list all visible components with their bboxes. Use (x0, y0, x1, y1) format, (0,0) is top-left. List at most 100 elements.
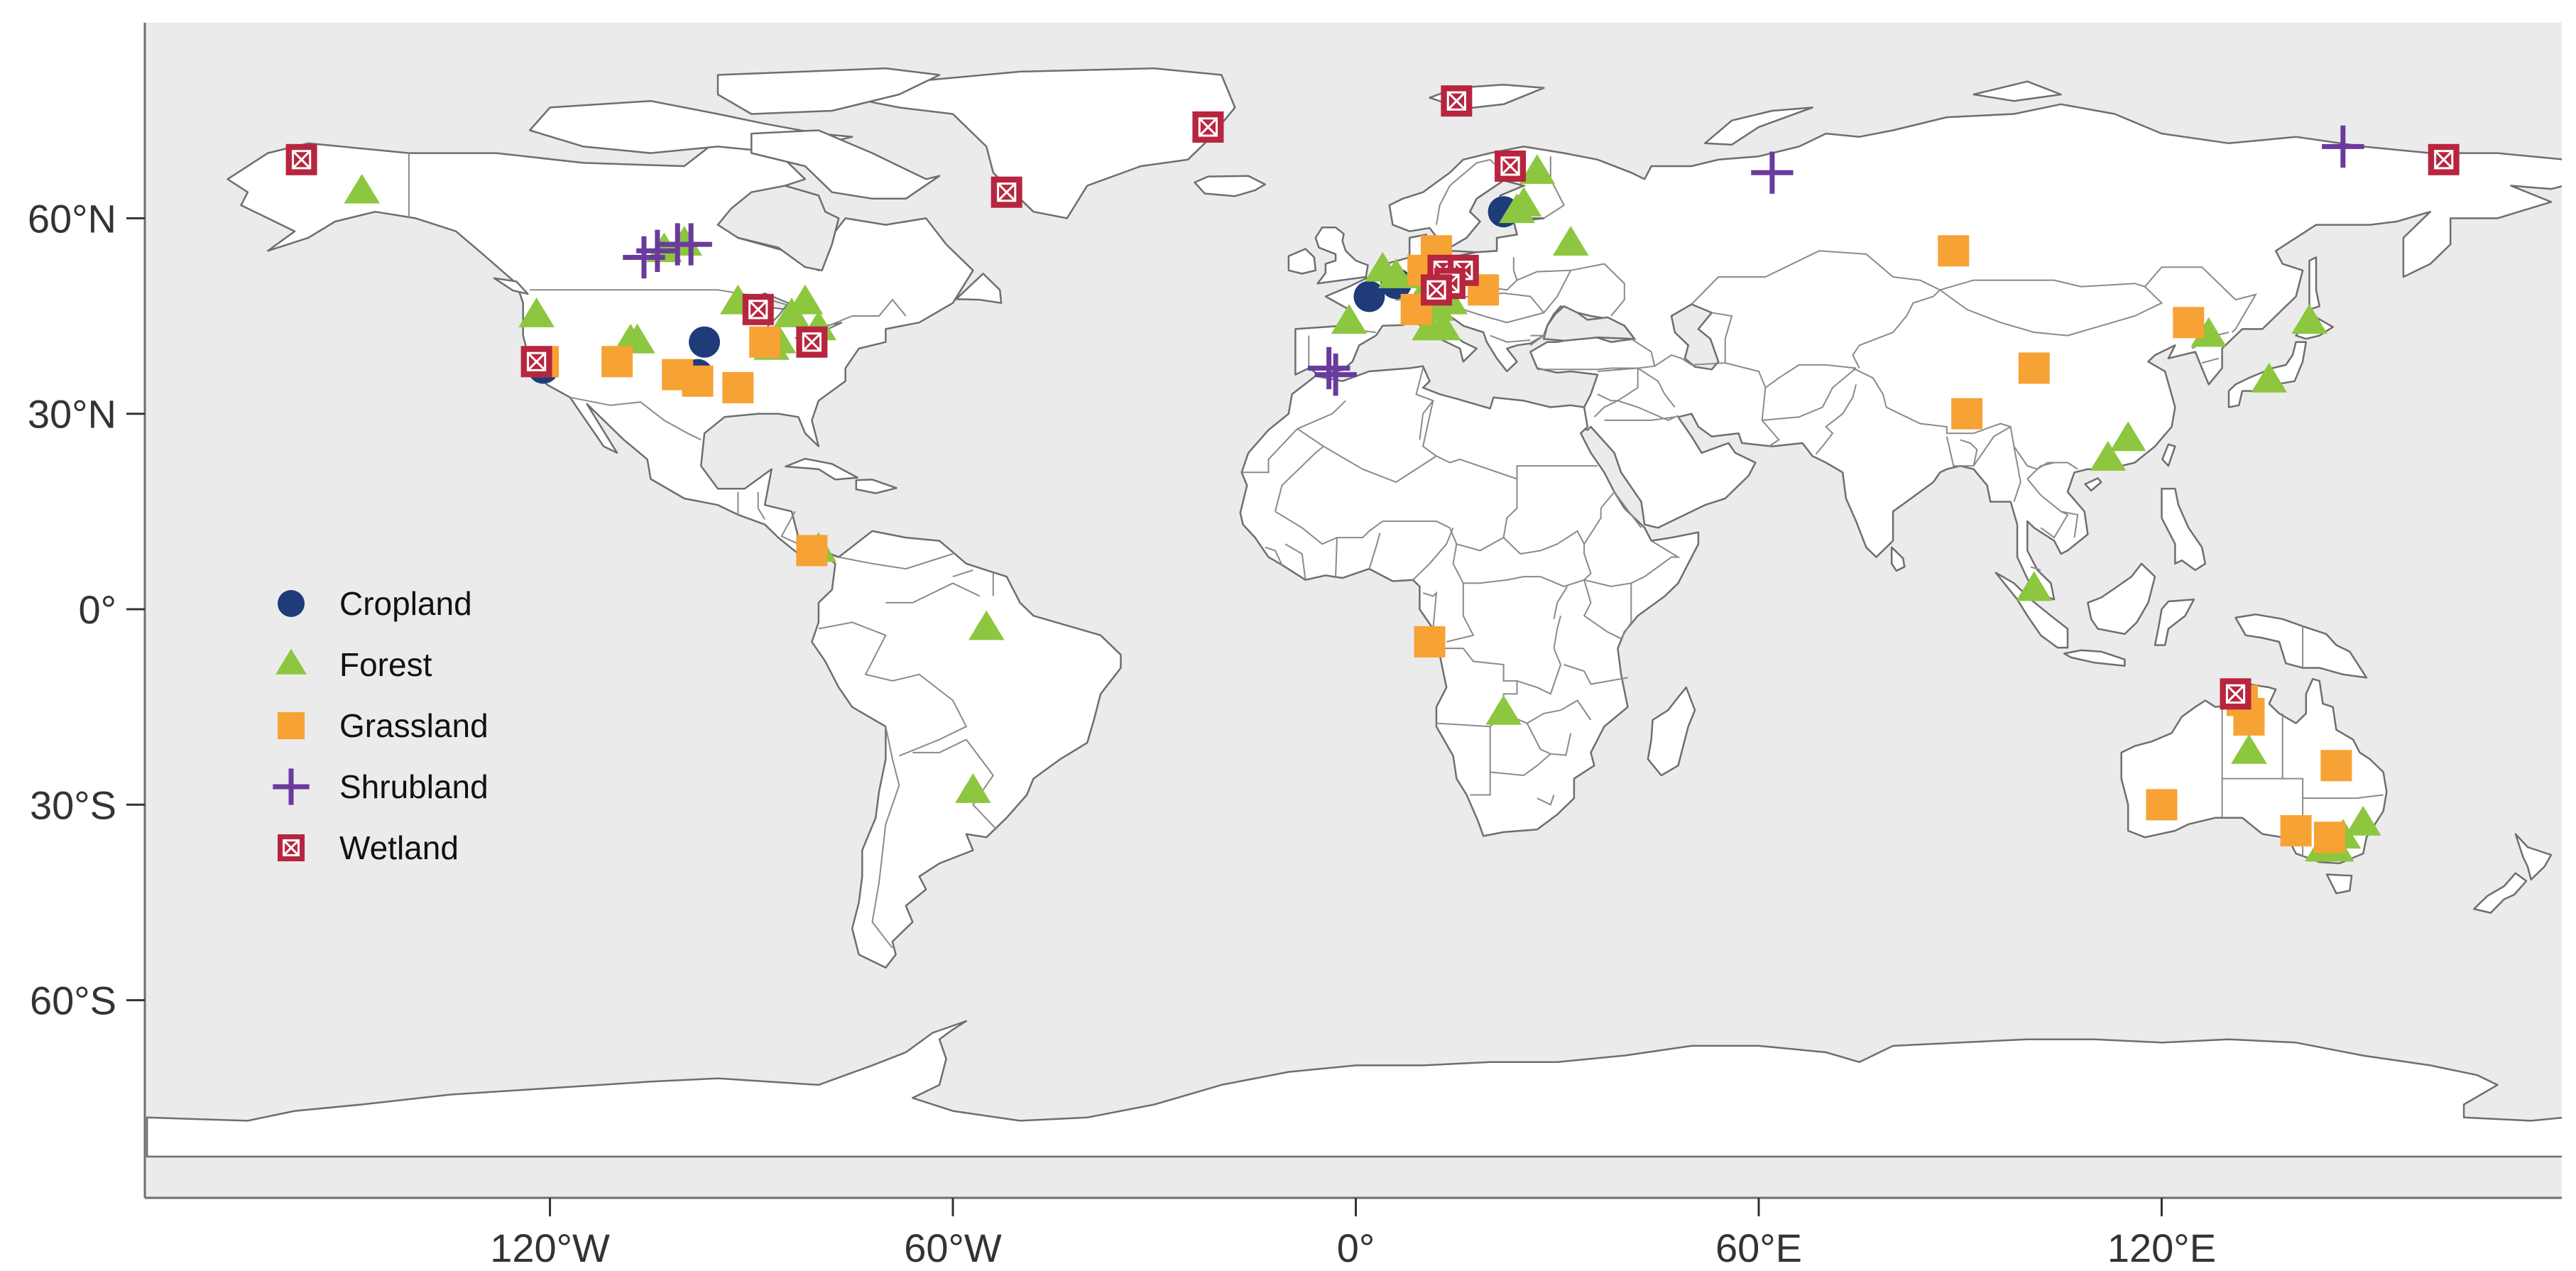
forest-marker (1505, 187, 1542, 217)
country-border (1368, 533, 1381, 569)
country-border (2030, 566, 2041, 571)
novaya-zemlya-landmass (1704, 107, 1813, 146)
vancouver-landmass (493, 277, 529, 295)
y-tick-label: 60°N (28, 196, 116, 241)
forest-marker (1485, 694, 1522, 725)
x-tick-label: 0° (1337, 1226, 1375, 1270)
grassland-marker (796, 535, 828, 567)
sakhalin-landmass (2308, 256, 2320, 311)
country-border (1422, 591, 1438, 629)
grassland-marker (682, 365, 714, 397)
legend-label-grassland: Grassland (339, 707, 489, 744)
x-tick-label: 120°E (2107, 1226, 2216, 1270)
country-border (2061, 511, 2079, 538)
country-border (1600, 491, 1642, 528)
black-sea (1542, 305, 1637, 342)
forest-marker (787, 284, 824, 315)
grassland-marker (1938, 235, 1970, 267)
land-layer (146, 67, 2562, 1158)
country-border (757, 491, 766, 520)
shrubland-marker (2322, 125, 2364, 168)
forest-marker (275, 648, 307, 675)
forest-marker (619, 323, 655, 354)
country-border (1241, 400, 1346, 474)
forest-marker (955, 773, 991, 803)
newfoundland-landmass (955, 273, 1003, 304)
grassland-marker (2173, 307, 2205, 339)
grassland-marker (601, 346, 633, 378)
wetland-marker (796, 326, 828, 358)
forest-marker (2016, 571, 2053, 601)
country-border (1537, 795, 1555, 806)
shrubland-marker (1307, 347, 1350, 390)
new-guinea-landmass (2234, 613, 2368, 679)
country-border (1421, 400, 1437, 457)
country-border (1852, 367, 2078, 470)
forest-marker (2291, 304, 2327, 334)
country-border (2303, 794, 2384, 800)
x-axis-ticks: 120°W 60°W 0° 60°E 120°E (490, 1198, 2216, 1270)
country-border (885, 582, 981, 604)
y-tick-label: 30°S (30, 782, 116, 827)
philippines-landmass (2161, 487, 2207, 572)
wetland-marker (742, 293, 774, 325)
africa-landmass (1239, 365, 1700, 837)
y-tick-label: 60°S (30, 978, 116, 1023)
wetland-marker (1192, 111, 1224, 143)
country-border (1972, 426, 2012, 467)
grassland-marker (722, 371, 754, 403)
grassland-marker (2018, 352, 2050, 384)
legend-label-cropland: Cropland (339, 585, 472, 622)
taiwan-landmass (2161, 443, 2176, 467)
country-border (1529, 334, 1546, 347)
hainan-landmass (2084, 477, 2102, 492)
country-border (1852, 289, 1941, 369)
country-border (2201, 357, 2220, 364)
country-border (1490, 753, 1551, 777)
country-border (1637, 367, 1676, 408)
country-border (1503, 699, 1592, 724)
grassland-marker (2146, 789, 2178, 821)
country-border (1583, 540, 1681, 587)
country-border (1691, 250, 1941, 305)
legend-label-shrubland: Shrubland (339, 768, 489, 805)
arctic-islands-2-landmass (716, 67, 941, 115)
forest-marker (968, 610, 1005, 640)
grassland-marker (2233, 704, 2265, 736)
shrubland-marker (1751, 151, 1794, 194)
cuba-landmass (785, 457, 858, 481)
country-border (1604, 416, 1675, 421)
grassland-marker (2280, 815, 2312, 847)
forest-marker (2110, 421, 2146, 452)
wetland-marker (990, 176, 1022, 208)
country-border (871, 726, 900, 949)
country-border (1540, 508, 1602, 587)
forest-marker (2190, 317, 2227, 347)
shrubland-marker (636, 229, 679, 272)
grassland-marker (2313, 822, 2345, 853)
country-border (1764, 364, 1857, 388)
grassland-marker (749, 326, 781, 358)
country-border (1297, 427, 1598, 484)
wetland-marker (278, 834, 305, 861)
borneo-landmass (2087, 562, 2156, 636)
country-border (569, 396, 702, 441)
cropland-marker (1353, 280, 1385, 312)
country-border (892, 673, 968, 757)
iceland-landmass (1194, 175, 1267, 197)
greenland-landmass (864, 67, 1236, 219)
grassland-marker (2320, 750, 2352, 782)
country-border (1563, 664, 1628, 685)
country-border (1335, 538, 1338, 577)
cropland-marker (278, 590, 305, 617)
country-border (952, 569, 973, 578)
country-border (1436, 158, 1490, 225)
country-border (1502, 530, 1585, 555)
country-border (1452, 544, 1541, 584)
cropland-marker (689, 326, 721, 358)
country-border (2026, 478, 2069, 539)
country-border (1939, 285, 2163, 337)
uk-landmass (1314, 226, 1369, 285)
sulawesi-landmass (2154, 598, 2195, 646)
country-border (818, 621, 893, 682)
